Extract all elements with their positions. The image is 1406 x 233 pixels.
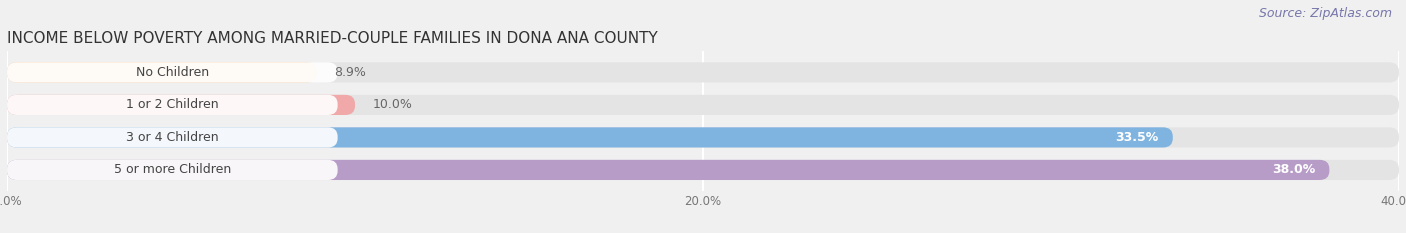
Text: 8.9%: 8.9% [335, 66, 366, 79]
Text: 38.0%: 38.0% [1272, 163, 1316, 176]
FancyBboxPatch shape [7, 62, 1399, 82]
Text: 1 or 2 Children: 1 or 2 Children [127, 98, 219, 111]
FancyBboxPatch shape [7, 95, 337, 115]
FancyBboxPatch shape [7, 127, 337, 147]
Text: 3 or 4 Children: 3 or 4 Children [127, 131, 219, 144]
FancyBboxPatch shape [7, 127, 1173, 147]
Text: Source: ZipAtlas.com: Source: ZipAtlas.com [1258, 7, 1392, 20]
Text: 10.0%: 10.0% [373, 98, 412, 111]
FancyBboxPatch shape [7, 160, 1399, 180]
FancyBboxPatch shape [7, 62, 316, 82]
FancyBboxPatch shape [7, 95, 354, 115]
FancyBboxPatch shape [7, 160, 1330, 180]
FancyBboxPatch shape [7, 95, 1399, 115]
FancyBboxPatch shape [7, 62, 337, 82]
FancyBboxPatch shape [7, 160, 337, 180]
Text: INCOME BELOW POVERTY AMONG MARRIED-COUPLE FAMILIES IN DONA ANA COUNTY: INCOME BELOW POVERTY AMONG MARRIED-COUPL… [7, 31, 658, 46]
Text: 5 or more Children: 5 or more Children [114, 163, 231, 176]
FancyBboxPatch shape [7, 127, 1399, 147]
Text: 33.5%: 33.5% [1115, 131, 1159, 144]
Text: No Children: No Children [136, 66, 209, 79]
